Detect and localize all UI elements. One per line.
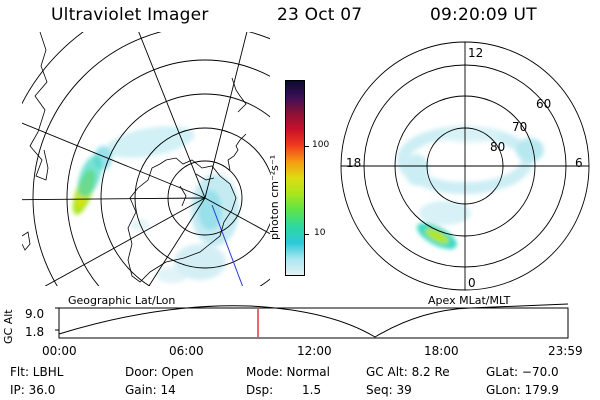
observation-date: 23 Oct 07: [277, 5, 363, 25]
altitude-plot-frame: [58, 307, 569, 339]
time-tick-2359: 23:59: [548, 344, 583, 358]
altitude-plot-ticks: [55, 307, 59, 331]
altitude-tick-1-8: 1.8: [25, 325, 45, 339]
dsp-label: Dsp:: [246, 383, 274, 397]
altitude-curve: [58, 303, 569, 338]
instrument-title: Ultraviolet Imager: [51, 5, 209, 25]
colorbar-gradient: [286, 81, 304, 275]
filter-readout: Flt: LBHL: [10, 365, 64, 379]
altitude-tick-9: 9.0: [25, 307, 45, 321]
glat-readout: GLat: −70.0: [486, 365, 559, 379]
mlat-label-60: 60: [536, 97, 552, 111]
colorbar-tick-100: [305, 146, 309, 147]
gain-readout: Gain: 14: [125, 383, 176, 397]
mlt-label-0: 0: [468, 276, 476, 290]
apex-panel-caption: Apex MLat/MLT: [428, 294, 511, 307]
dsp-value: 1.5: [302, 383, 322, 397]
ip-readout: IP: 36.0: [10, 383, 56, 397]
mlat-label-80: 80: [490, 140, 506, 154]
sequence-readout: Seq: 39: [366, 383, 412, 397]
door-readout: Door: Open: [125, 365, 194, 379]
colorbar-tick-label-10: 10: [314, 228, 326, 238]
mode-readout: Mode: Normal: [246, 365, 330, 379]
time-tick-1200: 12:00: [297, 344, 332, 358]
geo-coastlines: [22, 32, 247, 283]
mlat-label-70: 70: [512, 120, 528, 134]
mlt-label-6: 6: [575, 156, 583, 170]
colorbar-tick-10: [305, 234, 309, 235]
time-tick-1800: 18:00: [424, 344, 459, 358]
colorbar-tick-label-100: 100: [312, 140, 330, 150]
time-tick-0600: 06:00: [169, 344, 204, 358]
geo-panel-caption: Geographic Lat/Lon: [68, 294, 176, 307]
mlt-label-12: 12: [468, 46, 484, 60]
glon-readout: GLon: 179.9: [486, 383, 559, 397]
geo-meridians: [22, 32, 270, 286]
colorbar-frame: [285, 80, 305, 276]
mlt-label-18: 18: [346, 156, 362, 170]
terminator-line: [211, 204, 244, 286]
gc-altitude-readout: GC Alt: 8.2 Re: [366, 365, 450, 379]
observation-time: 09:20:09 UT: [430, 5, 537, 25]
apex-mlt-axes: [341, 42, 589, 290]
time-tick-0000: 00:00: [42, 344, 77, 358]
